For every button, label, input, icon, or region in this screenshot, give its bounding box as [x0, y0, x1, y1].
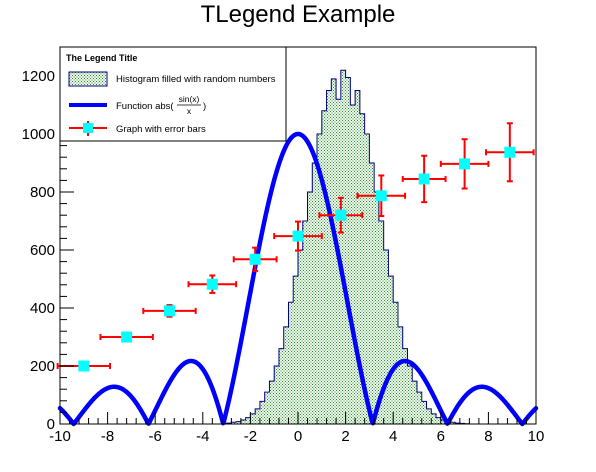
- x-tick-label: 10: [528, 428, 545, 445]
- histogram-outline: [221, 69, 470, 425]
- graph-marker: [121, 331, 133, 343]
- x-tick-label: 2: [341, 428, 349, 445]
- y-tick-label: 400: [30, 300, 55, 317]
- graph-marker: [163, 305, 175, 317]
- legend-function-label: Function abs(: [116, 101, 174, 112]
- graph-point: [439, 138, 490, 190]
- legend-histogram-label: Histogram filled with random numbers: [116, 74, 276, 85]
- x-tick-label: 0: [294, 428, 302, 445]
- histogram-series: [221, 69, 470, 425]
- x-tick-label: 8: [484, 428, 492, 445]
- chart-title: TLegend Example: [201, 1, 396, 28]
- legend: The Legend Title Histogram filled with r…: [59, 46, 287, 142]
- graph-marker: [292, 230, 304, 242]
- x-tick-label: -6: [149, 428, 162, 445]
- y-tick-label: 800: [30, 184, 55, 201]
- x-tick-label: -4: [196, 428, 209, 445]
- graph-series: [56, 122, 535, 372]
- graph-marker: [206, 278, 218, 290]
- y-tick-label: 1200: [22, 68, 55, 85]
- legend-function-numerator: sin(x): [179, 94, 200, 104]
- graph-point: [273, 220, 323, 252]
- x-tick-label: -2: [244, 428, 257, 445]
- legend-graph-marker: [83, 123, 93, 133]
- graph-marker: [459, 158, 471, 170]
- legend-box: [59, 46, 287, 142]
- graph-point: [187, 274, 238, 294]
- graph-marker: [249, 253, 261, 265]
- graph-marker: [375, 190, 387, 202]
- graph-point: [142, 304, 197, 318]
- y-tick-label: 0: [47, 416, 55, 433]
- y-tick-label: 600: [30, 242, 55, 259]
- legend-histogram-swatch: [68, 71, 108, 87]
- x-tick-label: 4: [389, 428, 397, 445]
- legend-function-denominator: x: [187, 106, 192, 116]
- y-tick-label: 200: [30, 358, 55, 375]
- graph-point: [318, 196, 364, 234]
- function-series: [57, 131, 539, 427]
- graph-point: [356, 174, 407, 218]
- y-tick-label: 1000: [22, 126, 55, 143]
- x-tick-label: 6: [437, 428, 445, 445]
- graph-point: [485, 122, 535, 183]
- graph-marker: [335, 209, 347, 221]
- function-curve: [57, 131, 539, 427]
- graph-marker: [418, 173, 430, 185]
- legend-function-suffix: ): [203, 101, 206, 112]
- x-tick-label: -8: [101, 428, 114, 445]
- graph-point: [232, 246, 278, 272]
- legend-graph-label: Graph with error bars: [116, 124, 206, 135]
- graph-marker: [78, 360, 90, 372]
- x-tick-label: -10: [49, 428, 71, 445]
- legend-title: The Legend Title: [66, 53, 137, 63]
- graph-marker: [504, 146, 516, 158]
- graph-point: [401, 154, 447, 204]
- graph-point: [99, 331, 154, 343]
